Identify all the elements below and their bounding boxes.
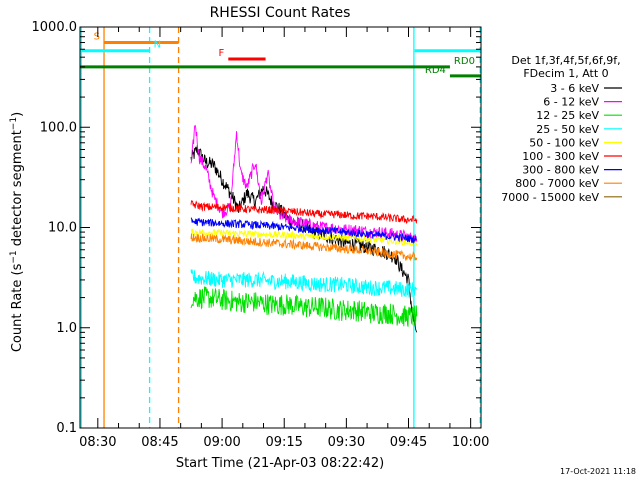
legend-label-3-6-kev: 3 - 6 keV [550, 82, 599, 95]
series-line-3-6-kev [190, 145, 418, 333]
legend-label-50-100-kev: 50 - 100 keV [529, 136, 599, 149]
series-line-6-12-kev [190, 124, 418, 245]
plot-area: S N F RD0 RD4 [80, 27, 481, 428]
series-line-12-25-kev [190, 286, 418, 327]
series-line-100-300-kev [190, 200, 418, 224]
legend-label-100-300-kev: 100 - 300 keV [522, 150, 599, 163]
x-tick-label: 10:00 [452, 435, 489, 450]
legend-header-line-2: FDecim 1, Att 0 [523, 67, 608, 80]
flag-label-rd4: RD4 [425, 65, 446, 76]
legend-label-300-800-kev: 300 - 800 keV [522, 164, 599, 177]
y-tick-label: 10.0 [48, 221, 77, 236]
series-line-800-7000-kev [190, 233, 418, 261]
legend-label-12-25-kev: 12 - 25 keV [536, 109, 599, 122]
y-tick-label: 0.1 [56, 421, 77, 436]
flag-label-f: F [219, 48, 225, 59]
y-axis-label: Count Rate (s−1 detector segment−1) [9, 112, 25, 352]
series-line-50-100-kev [190, 228, 418, 248]
flag-label-n: N [154, 40, 161, 51]
x-tick-label: 09:15 [265, 435, 302, 450]
legend-header-line-1: Det 1f,3f,4f,5f,6f,9f, [511, 54, 620, 67]
tick-labels: 0.1 1.0 10.0 100.0 1000.0 08:30 08:45 09:00 09:1… [32, 20, 490, 450]
x-axis-label: Start Time (21-Apr-03 08:22:42) [176, 456, 384, 471]
series-line-25-50-kev [190, 269, 418, 298]
legend-label-6-12-kev: 6 - 12 keV [543, 96, 599, 109]
x-tick-label: 09:00 [203, 435, 240, 450]
flag-label-rd0: RD0 [454, 56, 475, 67]
y-tick-label: 1000.0 [32, 20, 78, 35]
flag-label-s: S [94, 32, 100, 43]
x-tick-label: 08:30 [79, 435, 116, 450]
x-tick-label: 08:45 [141, 435, 178, 450]
legend: Det 1f,3f,4f,5f,6f,9f, FDecim 1, Att 0 3… [501, 54, 622, 204]
x-tick-label: 09:30 [328, 435, 365, 450]
chart-title: RHESSI Count Rates [210, 5, 351, 21]
y-tick-label: 100.0 [40, 120, 77, 135]
legend-label-7000-15000-kev: 7000 - 15000 keV [501, 191, 599, 204]
legend-label-25-50-kev: 25 - 50 keV [536, 123, 599, 136]
x-tick-label: 09:45 [390, 435, 427, 450]
y-tick-label: 1.0 [56, 321, 77, 336]
legend-label-800-7000-kev: 800 - 7000 keV [515, 177, 599, 190]
footer-date: 17-Oct-2021 11:18 [560, 467, 636, 476]
series-line-300-800-kev [190, 217, 417, 244]
